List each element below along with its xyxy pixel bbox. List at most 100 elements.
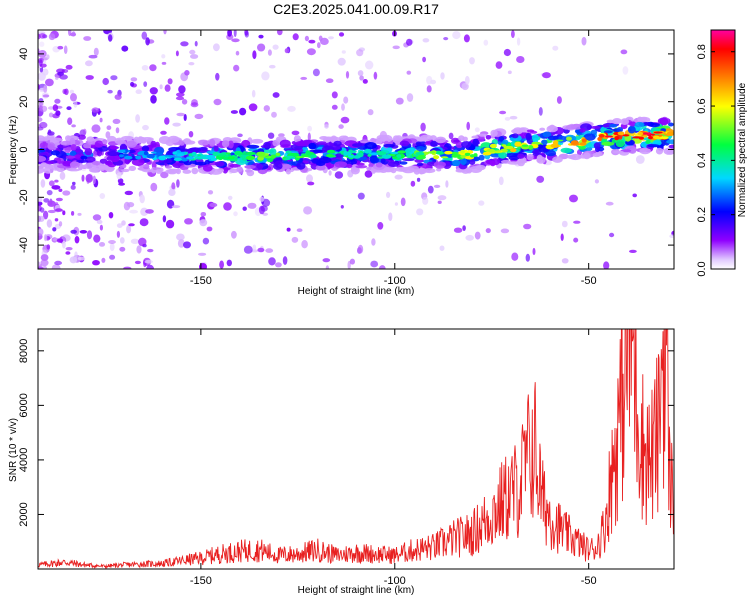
spectrogram-speckle — [422, 196, 429, 205]
spectrogram-ridge-cell — [39, 163, 50, 167]
spectrogram-speckle — [247, 202, 257, 209]
spectrogram-speckle — [176, 179, 180, 188]
spectrogram-speckle — [525, 253, 530, 262]
spectrogram-ridge-cell — [668, 122, 674, 127]
spectrogram-speckle — [560, 233, 564, 241]
spectrogram-speckle — [88, 54, 98, 59]
y-tick-label: 40 — [18, 48, 30, 60]
spectrogram-speckle — [91, 124, 101, 133]
spectrogram-ridge-cell — [502, 139, 509, 145]
spectrogram-ridge-cell — [452, 159, 461, 167]
spectrogram-speckle — [629, 249, 637, 253]
spectrogram-speckle — [58, 221, 63, 227]
spectrogram-ridge-peak — [226, 152, 231, 155]
spectrogram-ridge-peak — [653, 135, 660, 139]
spectrogram-ridge-peak — [146, 153, 155, 159]
spectrogram-speckle — [226, 259, 232, 267]
spectrogram-ridge-cell — [526, 129, 535, 133]
spectrogram-speckle — [180, 41, 189, 47]
spectrogram-ridge-cell — [121, 135, 134, 141]
spectrogram-speckle — [164, 117, 170, 125]
y-tick-label: 0 — [18, 146, 30, 152]
spectrogram-ridge-peak — [367, 153, 372, 157]
spectrogram-ridge-cell — [228, 140, 234, 149]
spectrogram-ridge-peak — [493, 150, 502, 154]
spectrogram-ridge-cell — [390, 167, 397, 174]
spectrogram-speckle — [581, 36, 587, 46]
spectrogram-speckle — [118, 182, 125, 186]
spectrogram-ridge-cell — [647, 144, 660, 148]
spectrogram-ridge-peak — [194, 156, 205, 159]
spectrogram-speckle — [416, 177, 421, 182]
spectrogram-ridge-peak — [416, 154, 426, 160]
spectrogram-speckle — [252, 244, 257, 251]
spectrogram-speckle — [243, 245, 253, 254]
spectrogram-speckle — [161, 61, 167, 65]
spectrogram-speckle — [38, 228, 44, 236]
spectrogram-ridge-cell — [478, 154, 485, 161]
colorbar-ticks: 0.0 0.2 0.4 0.6 0.8 — [696, 44, 735, 277]
spectrogram-speckle — [40, 254, 49, 261]
spectrogram-speckle — [359, 75, 364, 81]
spectrogram-ridge-cell — [364, 142, 377, 150]
spectrogram-speckle — [47, 209, 57, 214]
spectrogram-speckle — [55, 197, 63, 202]
spectrogram-speckle — [141, 65, 149, 71]
spectrogram-speckle — [445, 180, 449, 188]
spectrogram-speckle — [71, 31, 76, 37]
spectrogram-speckle — [233, 64, 240, 72]
spectrogram-speckle — [43, 85, 48, 93]
spectrogram-speckle — [202, 237, 210, 245]
spectrogram-speckle — [99, 224, 103, 231]
spectrogram-speckle — [251, 89, 256, 98]
y-tick-label: -20 — [18, 189, 30, 205]
spectrogram-ridge-cell — [60, 140, 72, 146]
spectrogram-ridge-cell — [121, 168, 130, 173]
colorbar: 0.0 0.2 0.4 0.6 0.8 Normalized spectral ampl… — [696, 29, 748, 277]
spectrogram-ridge-cell — [547, 135, 559, 141]
spectrogram-ridge-cell — [213, 145, 219, 152]
spectrogram-speckle — [38, 72, 46, 81]
spectrogram-ridge-peak — [256, 151, 266, 157]
spectrogram-x-label: Height of straight line (km) — [298, 286, 415, 297]
spectrogram-speckle — [453, 227, 463, 233]
snr-x-axis: -150 -100 -50 — [190, 329, 597, 587]
spectrogram-ridge-cell — [329, 136, 341, 142]
spectrogram-speckle — [341, 50, 346, 54]
spectrogram-panel: -40 -20 0 20 40 -150 -100 -50 Frequency (Hz) H… — [8, 29, 675, 297]
spectrogram-ridge-peak — [343, 151, 348, 156]
x-tick-label: -150 — [190, 275, 212, 287]
spectrogram-ridge-cell — [38, 155, 47, 162]
spectrogram-speckle — [504, 117, 511, 121]
spectrogram-ridge-cell — [666, 139, 674, 144]
spectrogram-ridge-cell — [602, 124, 610, 128]
spectrogram-speckle — [62, 210, 66, 216]
spectrogram-speckle — [267, 49, 272, 56]
spectrogram-speckle — [54, 218, 59, 222]
spectrogram-ridge-peak — [240, 154, 248, 157]
spectrogram-speckle — [437, 200, 442, 204]
spectrogram-ridge-cell — [269, 148, 277, 156]
spectrogram-speckle — [373, 71, 378, 80]
spectrogram-speckle — [265, 248, 274, 253]
spectrogram-speckle — [188, 131, 194, 138]
spectrogram-speckle — [144, 259, 153, 264]
spectrogram-ridge-cell — [229, 168, 239, 174]
spectrogram-speckle — [107, 89, 113, 94]
spectrogram-ridge-cell — [616, 127, 623, 133]
spectrogram-ridge-cell — [250, 163, 263, 171]
spectrogram-ridge-cell — [435, 165, 445, 169]
spectrogram-speckle — [98, 242, 106, 247]
spectrogram-ridge-cell — [342, 135, 349, 141]
spectrogram-ridge-cell — [221, 140, 230, 148]
spectrogram-speckle — [108, 34, 113, 42]
spectrogram-speckle — [219, 260, 225, 269]
spectrogram-ridge-peak — [352, 155, 361, 159]
spectrogram-speckle — [135, 114, 141, 123]
spectrogram-speckle — [439, 245, 445, 251]
spectrogram-ridge-peak — [215, 157, 223, 160]
spectrogram-ridge-cell — [415, 140, 427, 147]
spectrogram-speckle — [164, 84, 171, 92]
spectrogram-ridge-cell — [475, 164, 486, 171]
spectrogram-speckle — [140, 207, 149, 216]
